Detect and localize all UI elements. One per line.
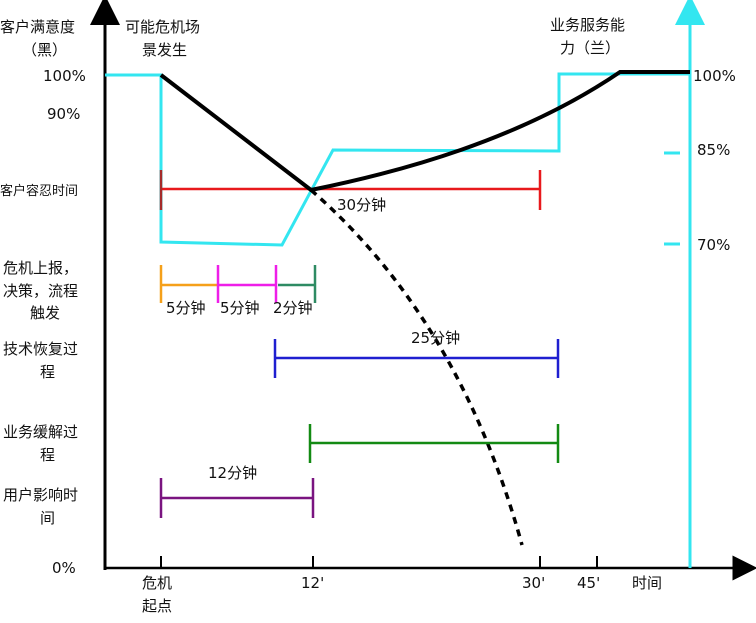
tech-recovery-bar (273, 339, 560, 378)
row-tolerance-label: 客户容忍时间 (0, 183, 78, 199)
right-axis-title-sub: 力（兰） (560, 39, 620, 57)
row-tech-label-1: 技术恢复过 (3, 340, 78, 358)
left-label-100: 100% (43, 67, 86, 85)
duration-25: 25分钟 (411, 329, 460, 347)
x-label-30: 30' (522, 574, 545, 592)
x-label-start-sub: 起点 (142, 597, 172, 615)
right-label-100: 100% (693, 67, 736, 85)
row-user-label-2: 间 (40, 509, 55, 527)
left-label-0: 0% (52, 559, 76, 577)
report-bar (159, 265, 218, 303)
service-capability-line (105, 72, 690, 247)
x-label-start: 危机 (142, 574, 172, 592)
duration-5b: 5分钟 (220, 299, 260, 317)
right-label-85: 85% (697, 141, 730, 159)
left-label-90: 90% (47, 105, 80, 123)
time-ticks (160, 556, 598, 568)
trigger-bar (278, 265, 317, 303)
left-axis-title-sub: （黑） (22, 41, 67, 59)
x-label-45: 45' (577, 574, 600, 592)
tolerance-bar (159, 170, 542, 210)
crisis-title-sub: 景发生 (142, 41, 187, 59)
satisfaction-without-action-line (309, 188, 524, 546)
row-tech-label-2: 程 (40, 363, 55, 381)
satisfaction-line (159, 70, 690, 193)
right-axis-title: 业务服务能 (550, 16, 625, 34)
duration-30: 30分钟 (337, 196, 386, 214)
row-report-label-2: 决策，流程 (3, 282, 78, 300)
row-report-label-3: 触发 (30, 304, 60, 322)
row-report-label-1: 危机上报， (3, 259, 78, 277)
duration-12: 12分钟 (208, 464, 257, 482)
left-axis-title: 客户满意度 (0, 18, 75, 36)
decision-bar (216, 265, 278, 303)
row-biz-label-1: 业务缓解过 (3, 423, 78, 441)
biz-mitigation-bar (308, 424, 560, 463)
duration-2: 2分钟 (273, 299, 313, 317)
row-user-label-1: 用户影响时 (3, 486, 78, 504)
x-label-12: 12' (301, 574, 324, 592)
crisis-title: 可能危机场 (125, 18, 200, 36)
user-impact-bar (159, 478, 315, 518)
row-biz-label-2: 程 (40, 446, 55, 464)
x-label-time: 时间 (632, 574, 662, 592)
duration-5a: 5分钟 (166, 299, 206, 317)
right-label-70: 70% (697, 236, 730, 254)
